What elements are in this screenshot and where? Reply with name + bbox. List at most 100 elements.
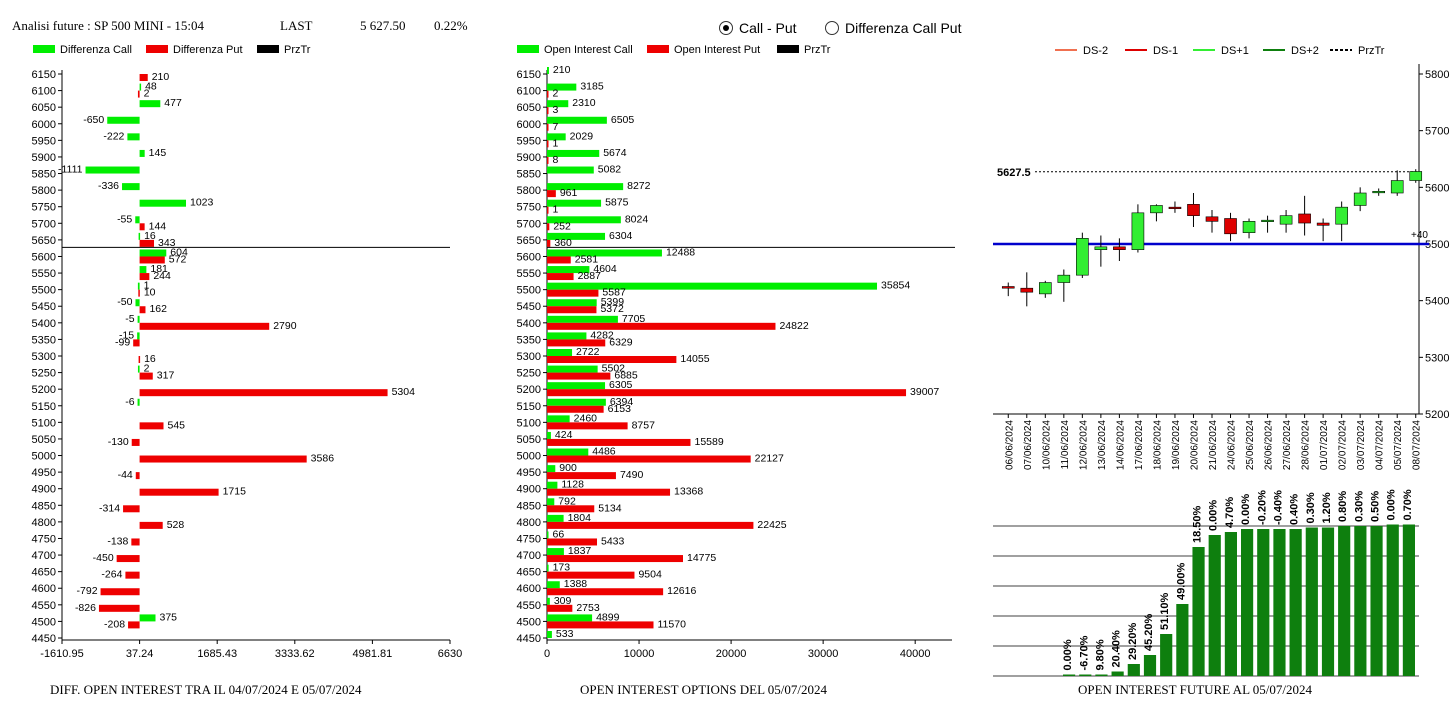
call-bar [547,382,606,390]
bar-value-label: 5433 [601,535,625,547]
candle-body [1113,246,1126,250]
put-bar [547,555,683,563]
call-bar [547,514,564,522]
x-tick-label: 10/06/2024 [1041,420,1052,470]
oi-bar-label: 51.10% [1159,592,1171,630]
y-tick-label: 5250 [32,368,56,380]
oi-bar [1143,655,1157,676]
put-bar [98,604,140,612]
oi-bar-label: -0.40% [1272,490,1284,525]
bar-value-label: 1804 [568,512,592,524]
bar-value-label: -222 [103,130,124,142]
y-tick-label: 5400 [1425,296,1449,308]
y-tick-label: 5350 [32,334,56,346]
call-bar [547,448,589,456]
call-bar [139,249,167,257]
bar-value-label: 6329 [609,336,633,348]
candle-body [1298,213,1311,224]
bar-value-label: 8757 [632,419,656,431]
y-tick-label: 6000 [32,119,56,131]
bar-value-label: -50 [117,296,132,308]
bar-value-label: -336 [98,180,119,192]
bar-value-label: 173 [553,562,571,574]
y-tick-label: 5300 [1425,352,1449,364]
legend-swatch [146,45,168,53]
bar-value-label: -650 [83,114,104,126]
legend-swatch [33,45,55,53]
bar-value-label: 533 [556,628,574,640]
bar-value-label: 181 [150,263,168,275]
put-bar [139,455,307,463]
legend-label: Open Interest Call [544,44,633,56]
y-tick-label: 5150 [32,401,56,413]
y-tick-label: 4450 [32,633,56,645]
bar-value-label: -44 [118,469,133,481]
x-tick-label: 20/06/2024 [1189,420,1200,470]
x-tick-label: -1610.95 [40,648,83,660]
radio-differenza[interactable]: Differenza Call Put [825,20,961,36]
y-tick-label: 5500 [32,285,56,297]
bar-value-label: -130 [108,436,129,448]
oi-bar [1257,529,1270,676]
put-bar [547,621,654,629]
bar-value-label: 8024 [625,213,649,225]
y-tick-label: 4900 [32,484,56,496]
legend-label: PrzTr [284,44,311,56]
put-bar [131,538,140,546]
bar-value-label: 5875 [605,197,629,209]
y-tick-label: 5900 [32,152,56,164]
put-bar [547,356,677,363]
oi-bar-label: 0.00% [1386,489,1398,520]
call-bar [547,531,549,539]
oi-bar [1338,526,1351,676]
candle-body [1353,192,1367,206]
put-bar [547,405,604,413]
legend-swatch [647,45,669,53]
put-bar [125,571,140,579]
bar-value-label: 3 [553,104,559,116]
oi-bar [1208,535,1221,676]
put-bar [116,555,140,563]
bar-value-label: 35854 [881,280,910,292]
bar-value-label: 6305 [609,379,633,391]
call-bar [547,581,560,589]
header-title: Analisi future : SP 500 MINI - 15:04 [12,18,204,33]
candle-body [1187,204,1200,216]
bar-value-label: 545 [168,419,186,431]
oi-bar [1063,674,1076,676]
reference-line-label: +40 [1411,230,1428,241]
price-label: 5627.5 [997,167,1031,179]
legend-swatch [517,45,539,53]
bar-value-label: 5082 [598,164,622,176]
bar-value-label: 6885 [614,370,638,382]
bar-value-label: 210 [152,71,170,83]
last-value: 5 627.50 [360,18,406,33]
put-bar [547,190,556,198]
y-tick-label: 5600 [517,251,541,263]
put-bar [139,372,153,380]
put-bar [547,372,611,380]
put-bar [139,223,145,231]
legend-label: DS+1 [1221,45,1249,57]
y-tick-label: 5600 [32,251,56,263]
candle-body [1150,205,1163,214]
bar-value-label: -1111 [58,164,83,176]
bar-value-label: 5372 [600,303,624,315]
bar-value-label: 8 [553,154,559,166]
caption-right: OPEN INTEREST FUTURE AL 05/07/2024 [1078,682,1313,697]
call-bar [135,216,140,224]
put-bar [547,206,549,214]
oi-bar-label: 49.00% [1175,562,1187,600]
y-tick-label: 5000 [32,451,56,463]
legend-swatch [777,45,799,53]
radio-call-put[interactable]: Call - Put [719,20,797,36]
change-value: 0.22% [434,18,468,33]
y-tick-label: 4900 [517,484,541,496]
candle-body [1094,246,1108,250]
y-tick-label: 4450 [517,633,541,645]
candle-body [1261,219,1274,222]
put-bar [139,306,146,314]
call-bar [547,349,573,356]
y-tick-label: 4500 [32,616,56,628]
oi-bar [1192,547,1205,676]
